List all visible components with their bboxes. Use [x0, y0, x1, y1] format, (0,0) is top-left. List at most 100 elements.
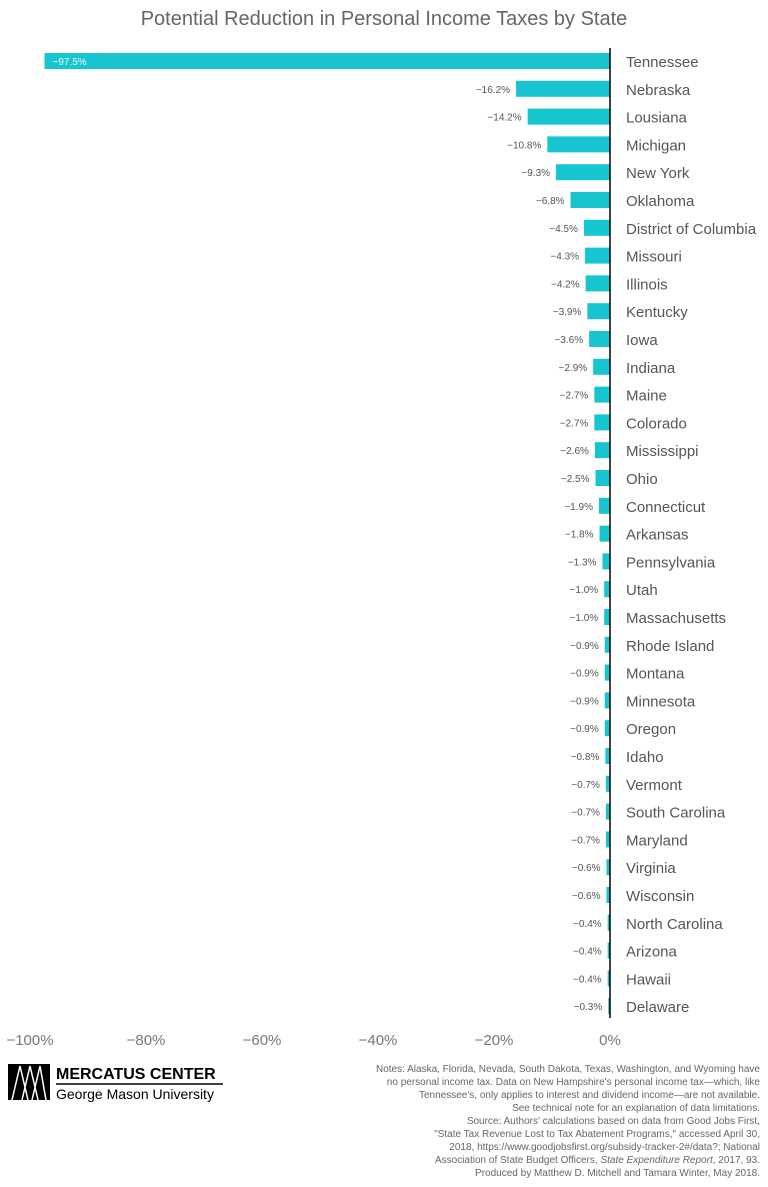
bar: [594, 386, 610, 403]
category-label: Vermont: [626, 777, 683, 794]
category-label: Kentucky: [626, 304, 688, 321]
category-label: Arizona: [626, 944, 678, 961]
category-label: Delaware: [626, 999, 689, 1016]
data-label: −0.4%: [573, 974, 602, 985]
category-label: Rhode Island: [626, 638, 714, 655]
bar: [44, 53, 610, 69]
data-label: −97.5%: [53, 57, 87, 68]
category-label: Maine: [626, 388, 667, 405]
data-label: −2.6%: [560, 446, 589, 457]
data-label: −0.9%: [570, 641, 599, 652]
category-label: Montana: [626, 666, 685, 683]
data-label: −2.7%: [560, 418, 589, 429]
data-label: −0.6%: [572, 891, 601, 902]
chart-title: Potential Reduction in Personal Income T…: [140, 8, 628, 30]
data-label: −0.8%: [571, 752, 600, 763]
category-label: Virginia: [626, 860, 676, 877]
bar: [594, 414, 610, 431]
bar: [594, 442, 610, 459]
bar: [608, 998, 610, 1015]
data-label: −0.7%: [571, 780, 600, 791]
data-label: −1.0%: [570, 585, 599, 596]
x-tick-label: −80%: [127, 1032, 166, 1049]
bar: [516, 80, 610, 97]
bar: [607, 914, 610, 931]
bar: [606, 887, 610, 903]
category-label: Ohio: [626, 471, 658, 488]
category-label: Arkansas: [626, 527, 689, 544]
data-label: −1.0%: [570, 613, 599, 624]
bar: [587, 303, 610, 320]
data-label: −0.7%: [571, 808, 600, 819]
bar: [604, 609, 610, 625]
bar: [607, 970, 610, 987]
bar: [605, 775, 610, 792]
category-label: Oregon: [626, 721, 676, 738]
category-label: Pennsylvania: [626, 554, 716, 571]
category-label: Lousiana: [626, 110, 688, 127]
notes: Notes: Alaska, Florida, Nevada, South Da…: [375, 1064, 760, 1179]
category-label: South Carolina: [626, 805, 726, 822]
data-label: −6.8%: [536, 196, 565, 207]
category-label: Illinois: [626, 276, 668, 293]
bar: [589, 331, 610, 347]
data-label: −0.7%: [571, 835, 600, 846]
category-label: Indiana: [626, 360, 676, 377]
category-label: Tennessee: [626, 54, 699, 71]
bar: [585, 247, 610, 264]
category-label: New York: [626, 165, 690, 182]
data-label: −1.8%: [565, 530, 594, 541]
logo-sub: George Mason University: [56, 1086, 214, 1102]
category-label: District of Columbia: [626, 221, 757, 238]
bar: [606, 859, 610, 876]
category-label: Utah: [626, 582, 658, 599]
bar: [599, 525, 610, 542]
category-label: Hawaii: [626, 971, 671, 988]
data-label: −2.5%: [561, 474, 590, 485]
data-label: −2.9%: [559, 363, 588, 374]
bar: [593, 358, 610, 375]
bar: [583, 219, 610, 236]
category-label: Mississippi: [626, 443, 699, 460]
data-label: −2.7%: [560, 391, 589, 402]
category-label: Iowa: [626, 332, 658, 349]
bar: [547, 136, 610, 153]
bar: [604, 692, 610, 709]
category-label: Minnesota: [626, 693, 696, 710]
bar: [527, 108, 610, 125]
data-label: −3.6%: [554, 335, 583, 346]
data-label: −14.2%: [487, 113, 521, 124]
bar: [605, 831, 610, 848]
x-tick-label: −60%: [243, 1032, 282, 1049]
data-label: −1.9%: [564, 502, 593, 513]
data-label: −0.9%: [570, 724, 599, 735]
data-label: −4.5%: [549, 224, 578, 235]
category-label: Michigan: [626, 137, 686, 154]
mercatus-logo: MERCATUS CENTER George Mason University: [8, 1062, 228, 1109]
x-tick-label: 0%: [599, 1032, 621, 1049]
data-label: −0.6%: [572, 863, 601, 874]
x-tick-label: −100%: [6, 1032, 53, 1049]
data-label: −0.4%: [573, 947, 602, 958]
x-tick-label: −40%: [359, 1032, 398, 1049]
bar: [604, 581, 610, 598]
data-label: −0.9%: [570, 696, 599, 707]
bar: [556, 164, 610, 181]
data-label: −0.3%: [574, 1002, 603, 1013]
data-label: −0.9%: [570, 669, 599, 680]
category-label: Wisconsin: [626, 888, 694, 905]
data-label: −4.3%: [550, 252, 579, 263]
bar: [605, 748, 610, 764]
bar: [570, 192, 610, 208]
bar: [604, 664, 610, 681]
bar: [595, 470, 610, 486]
category-label: Nebraska: [626, 82, 691, 99]
bar: [607, 942, 610, 959]
bar: [602, 553, 610, 570]
bar: [585, 275, 610, 292]
data-label: −1.3%: [568, 557, 597, 568]
data-label: −0.4%: [573, 919, 602, 930]
bar: [605, 803, 610, 820]
data-label: −10.8%: [507, 140, 541, 151]
